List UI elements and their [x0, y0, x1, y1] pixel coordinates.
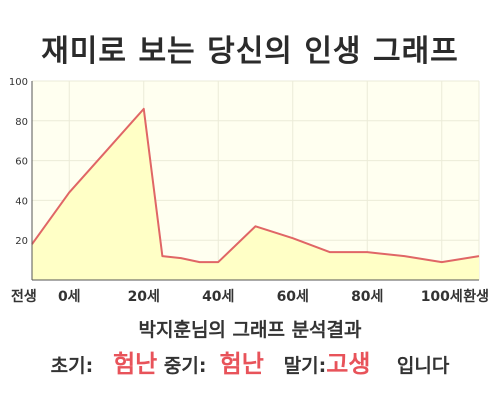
y-tick-label: 20	[15, 236, 28, 247]
x-tick-label: 전생	[11, 288, 37, 305]
summary-result: 초기: 험난 중기: 험난 말기:고생 입니다	[0, 347, 500, 383]
x-tick-label: 20세	[128, 289, 160, 305]
early-value: 험난	[113, 350, 158, 378]
mid-label: 중기:	[163, 355, 207, 377]
page-title: 재미로 보는 당신의 인생 그래프	[41, 34, 459, 69]
x-tick-label: 60세	[277, 289, 309, 305]
plot-layer: 20 40 60 80 100 전생 0세 20세 40세 60세 80세 100세 환생	[9, 77, 489, 305]
summary-ending: 입니다	[396, 355, 450, 377]
x-tick-label: 40세	[202, 289, 234, 305]
y-tick-label: 80	[15, 117, 28, 128]
x-tick-label: 80세	[351, 289, 383, 305]
late-label: 말기:	[283, 355, 327, 377]
mid-value: 험난	[219, 350, 264, 378]
y-tick-label: 40	[15, 196, 28, 207]
x-tick-label: 환생	[463, 288, 489, 305]
summary-heading: 박지훈님의 그래프 분석결과	[138, 319, 362, 341]
series-line	[31, 107, 480, 264]
x-tick-label: 100세	[421, 289, 463, 305]
late-value: 고생	[326, 350, 371, 378]
y-tick-label: 60	[15, 157, 28, 168]
early-label: 초기:	[50, 355, 94, 377]
area-fill	[32, 108, 479, 280]
x-tick-label: 0세	[58, 289, 81, 305]
y-tick-label: 100	[9, 77, 28, 88]
